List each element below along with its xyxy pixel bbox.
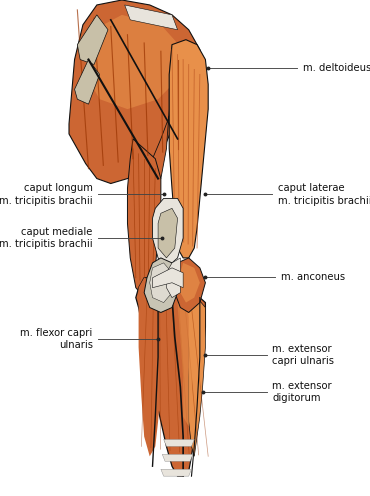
Polygon shape <box>144 258 178 312</box>
Text: m. extensor
digitorum: m. extensor digitorum <box>272 380 332 403</box>
Polygon shape <box>127 139 161 298</box>
Polygon shape <box>150 263 172 303</box>
Polygon shape <box>125 5 178 30</box>
Text: m. deltoideus: m. deltoideus <box>303 63 370 73</box>
Text: m. flexor capri
ulnaris: m. flexor capri ulnaris <box>20 328 92 351</box>
Polygon shape <box>178 303 194 427</box>
Polygon shape <box>161 469 192 476</box>
Polygon shape <box>136 278 205 476</box>
Polygon shape <box>166 258 180 298</box>
Polygon shape <box>175 258 205 312</box>
Polygon shape <box>152 198 183 268</box>
Polygon shape <box>152 45 175 188</box>
Polygon shape <box>180 263 200 303</box>
Polygon shape <box>75 60 100 104</box>
Text: caput longum
m. tricipitis brachii: caput longum m. tricipitis brachii <box>0 183 92 206</box>
Text: m. anconeus: m. anconeus <box>280 272 345 282</box>
Polygon shape <box>172 298 189 466</box>
Polygon shape <box>152 268 183 288</box>
Polygon shape <box>69 0 200 184</box>
Polygon shape <box>77 15 108 64</box>
Polygon shape <box>169 40 208 258</box>
Polygon shape <box>183 298 205 456</box>
Text: m. extensor
capri ulnaris: m. extensor capri ulnaris <box>272 344 334 367</box>
Polygon shape <box>86 15 183 109</box>
Text: caput mediale
m. tricipitis brachii: caput mediale m. tricipitis brachii <box>0 227 92 249</box>
Text: caput laterae
m. tricipitis brachii: caput laterae m. tricipitis brachii <box>278 183 370 206</box>
Polygon shape <box>158 208 178 258</box>
Polygon shape <box>139 278 164 456</box>
Polygon shape <box>162 454 193 461</box>
Polygon shape <box>164 439 194 446</box>
